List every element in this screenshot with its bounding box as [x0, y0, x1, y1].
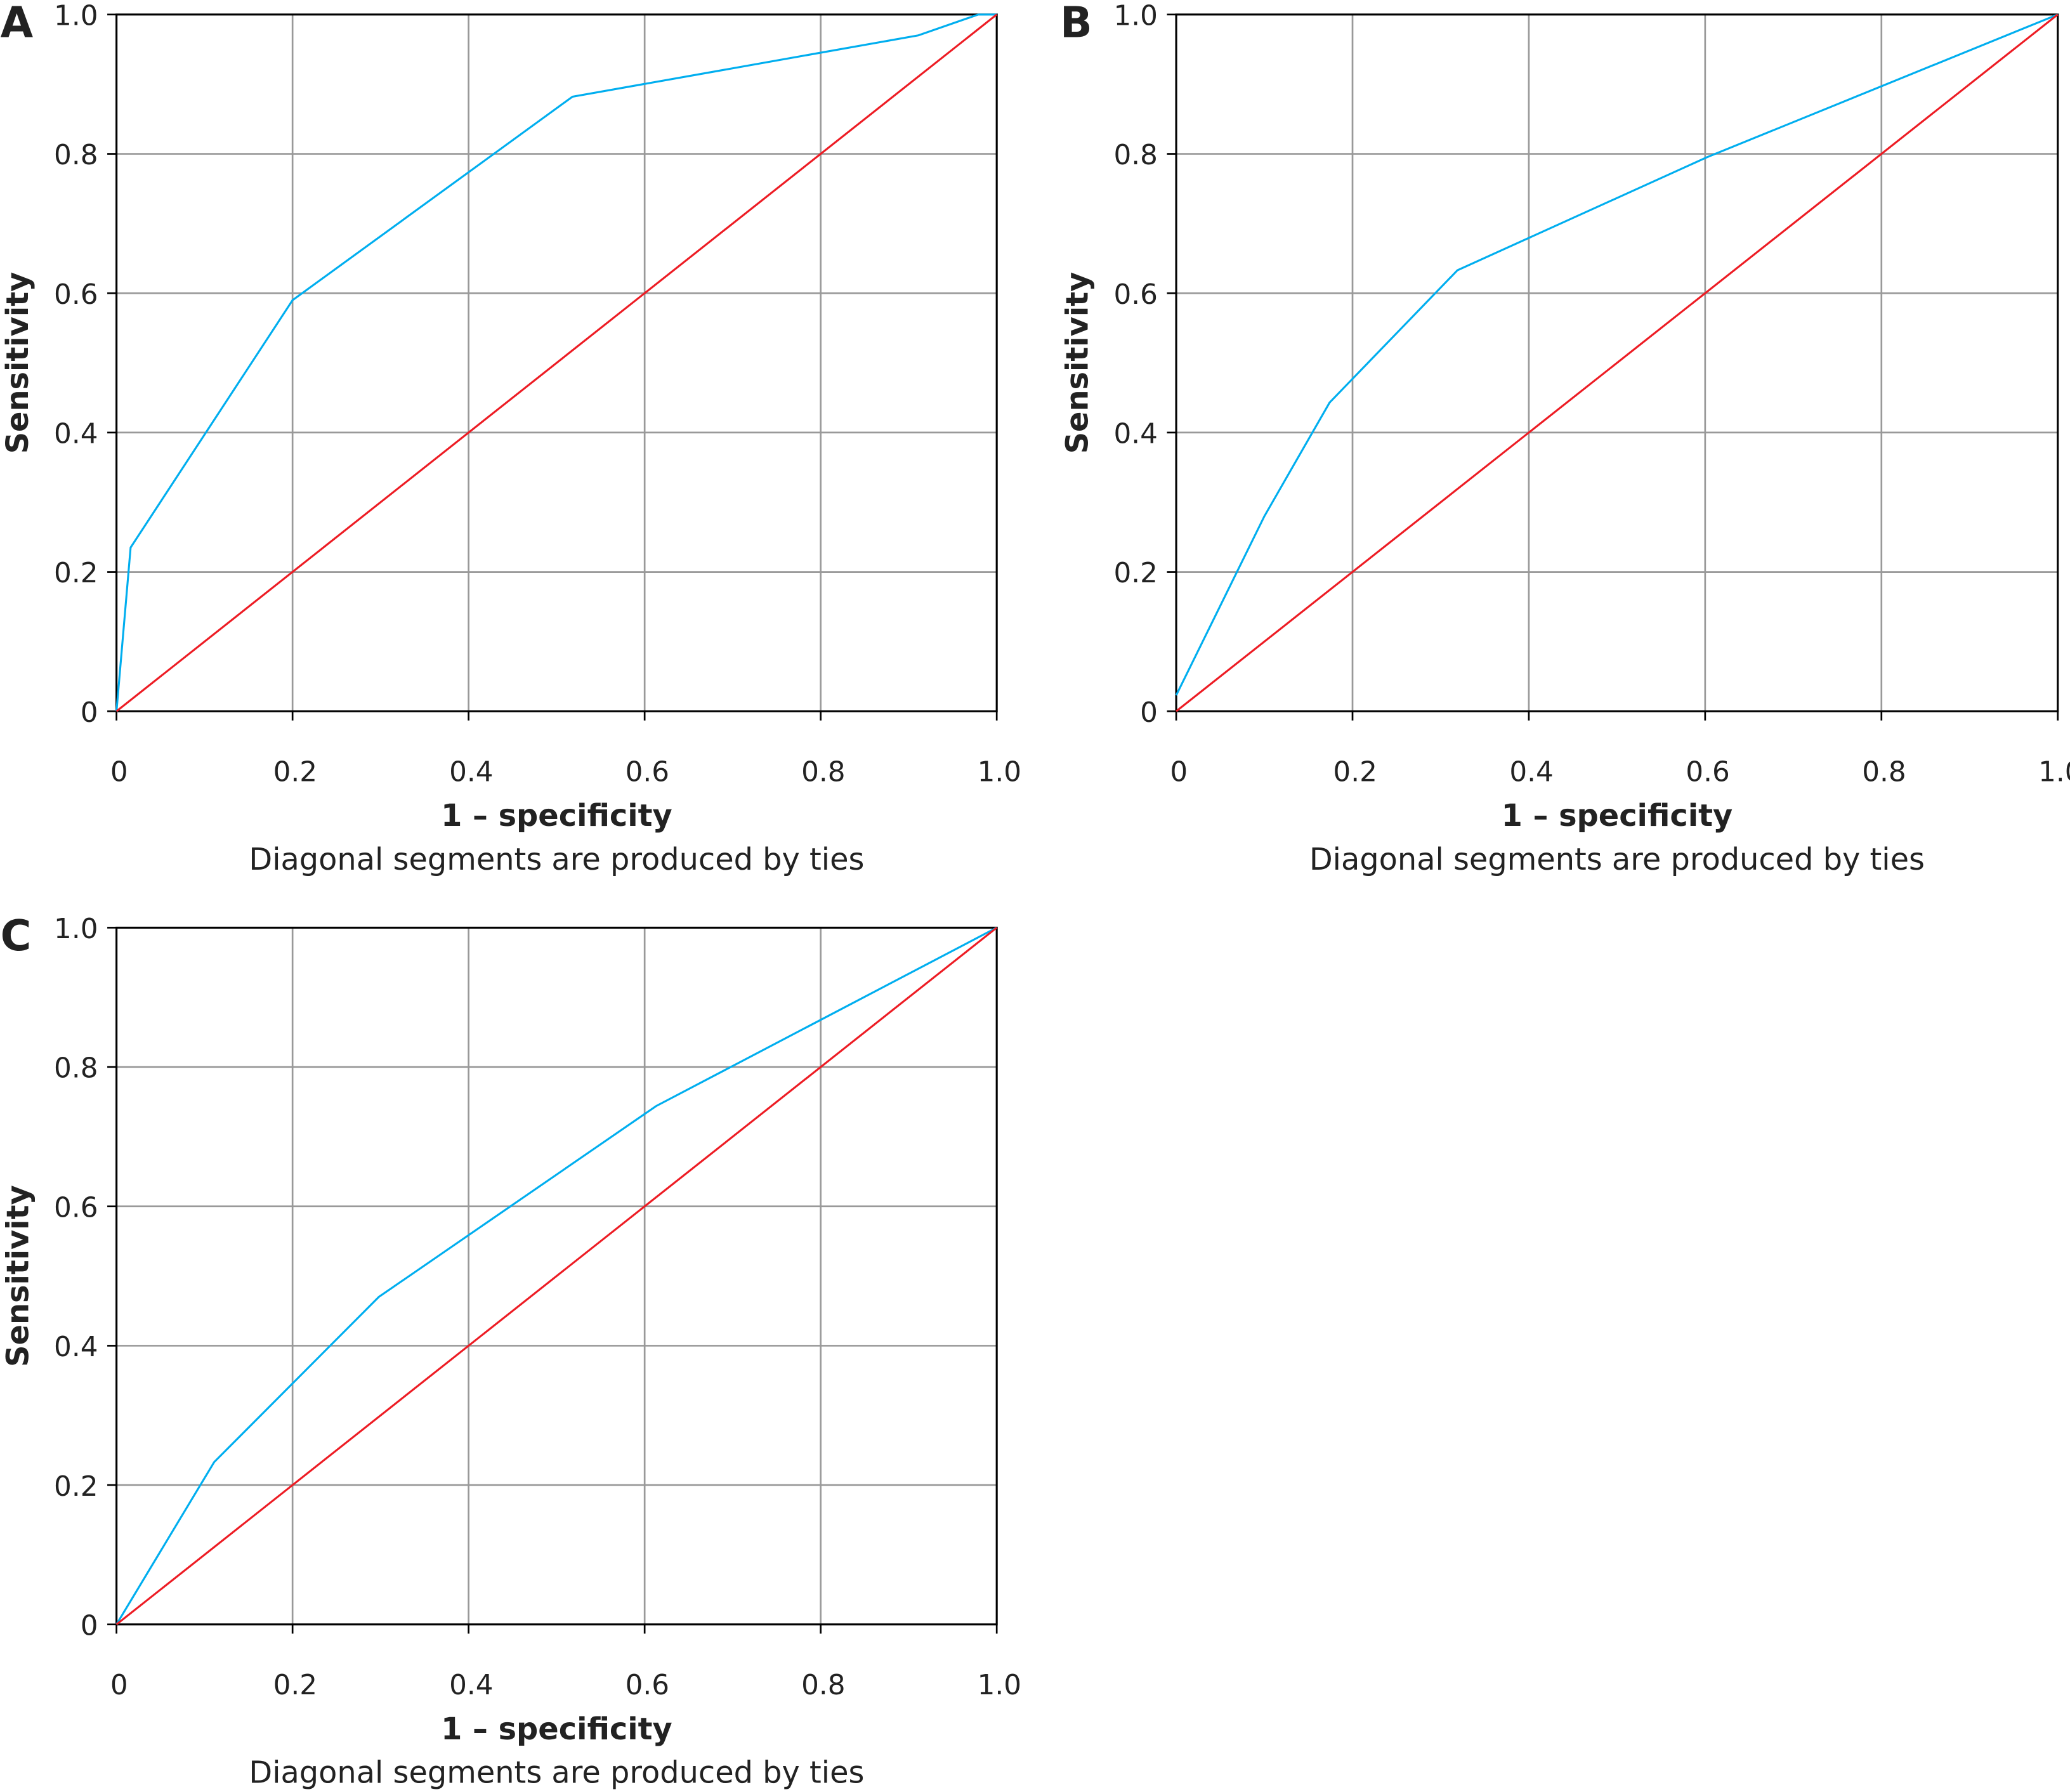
reference-line: [115, 927, 998, 1626]
roc-curve: [115, 927, 997, 1625]
y-axis-label: Sensitivity: [1061, 272, 1096, 454]
y-tick-label: 1.0: [54, 913, 98, 945]
x-tick-label: 0.4: [449, 1669, 493, 1701]
footnote: Diagonal segments are produced by ties: [1309, 842, 1925, 877]
y-tick-label: 0.4: [1114, 418, 1158, 450]
x-axis-label: 1 – specificity: [1502, 799, 1733, 834]
plot-frame: [1175, 13, 2059, 712]
x-tick-label: 0.2: [273, 1669, 317, 1701]
x-tick-label: 0.4: [449, 756, 493, 788]
panel-label: B: [1060, 0, 1092, 47]
reference-line: [115, 13, 998, 712]
y-tick-label: 0: [81, 697, 98, 729]
footnote: Diagonal segments are produced by ties: [249, 842, 864, 877]
x-tick-label: 1.0: [2038, 756, 2070, 788]
x-tick-label: 0.2: [1333, 756, 1377, 788]
y-tick-label: 0: [1140, 697, 1158, 729]
chart-panel-b: 0 0.2 0.4 0.6 0.8 1.0 0 0.2 0.4 0.6 0.8 1.0 1 – spec…: [1060, 0, 2070, 877]
roc-curve: [115, 13, 997, 712]
y-tick-label: 0.8: [54, 139, 98, 171]
x-tick-label: 0.2: [273, 756, 317, 788]
x-tick-label: 1.0: [978, 1669, 1021, 1701]
x-tick-label: 0.4: [1509, 756, 1553, 788]
y-tick-label: 0.2: [54, 1470, 98, 1503]
x-tick-label: 1.0: [978, 756, 1021, 788]
x-tick-label: 0.8: [801, 756, 845, 788]
y-tick-label: 1.0: [1114, 0, 1158, 32]
y-tick-label: 0.4: [54, 1331, 98, 1363]
x-axis-label: 1 – specificity: [441, 1712, 672, 1747]
x-axis-label: 1 – specificity: [441, 799, 672, 834]
x-tick-label: 0.8: [801, 1669, 845, 1701]
x-tick-label: 0.6: [626, 756, 669, 788]
chart-panel-c: 0 0.2 0.4 0.6 0.8 1.0 0 0.2 0.4 0.6 0.8 1.0 1 – spec…: [1, 911, 1021, 1791]
chart-panel-a: 0 0.2 0.4 0.6 0.8 1.0 0 0.2 0.4 0.6 0.8 1.0 1 – spec…: [1, 0, 1021, 877]
roc-curve: [1175, 13, 2059, 696]
plot-frame: [115, 926, 998, 1626]
y-axis-label: Sensitivity: [1, 1185, 36, 1367]
y-tick-label: 0.8: [1114, 139, 1158, 171]
x-tick-label: 0: [110, 756, 128, 788]
y-tick-label: 0.6: [54, 1191, 98, 1224]
y-tick-label: 0.6: [1114, 278, 1158, 311]
y-tick-label: 1.0: [54, 0, 98, 32]
x-tick-label: 0: [1170, 756, 1188, 788]
x-tick-label: 0: [110, 1669, 128, 1701]
panel-label: A: [1, 0, 34, 47]
y-tick-label: 0.8: [54, 1052, 98, 1085]
y-tick-label: 0.2: [1114, 557, 1158, 589]
y-tick-label: 0.2: [54, 557, 98, 589]
x-tick-label: 0.8: [1862, 756, 1906, 788]
y-tick-label: 0: [81, 1609, 98, 1642]
x-tick-label: 0.6: [1686, 756, 1729, 788]
footnote: Diagonal segments are produced by ties: [249, 1755, 864, 1790]
plot-frame: [115, 13, 998, 712]
y-tick-label: 0.6: [54, 278, 98, 311]
y-axis-label: Sensitivity: [1, 272, 36, 454]
y-tick-label: 0.4: [54, 418, 98, 450]
reference-line: [1176, 13, 2059, 712]
panel-label: C: [1, 911, 32, 960]
x-tick-label: 0.6: [626, 1669, 669, 1701]
